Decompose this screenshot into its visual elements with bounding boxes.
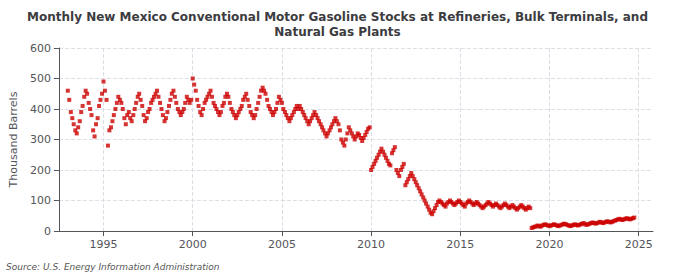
- svg-text:2000: 2000: [179, 238, 207, 251]
- svg-text:400: 400: [30, 103, 51, 116]
- svg-text:2005: 2005: [268, 238, 296, 251]
- svg-text:Natural Gas Plants: Natural Gas Plants: [274, 25, 400, 39]
- svg-text:2025: 2025: [625, 238, 653, 251]
- svg-text:500: 500: [30, 72, 51, 85]
- svg-text:600: 600: [30, 42, 51, 55]
- svg-text:2015: 2015: [446, 238, 474, 251]
- svg-text:200: 200: [30, 164, 51, 177]
- svg-text:0: 0: [44, 225, 51, 238]
- svg-text:Monthly New Mexico Conventiona: Monthly New Mexico Conventional Motor Ga…: [27, 10, 648, 24]
- svg-text:1995: 1995: [89, 238, 117, 251]
- svg-text:100: 100: [30, 194, 51, 207]
- svg-text:Source: U.S. Energy Informatio: Source: U.S. Energy Information Administ…: [6, 262, 220, 272]
- svg-text:2010: 2010: [357, 238, 385, 251]
- svg-text:2020: 2020: [536, 238, 564, 251]
- svg-text:300: 300: [30, 133, 51, 146]
- svg-text:Thousand Barrels: Thousand Barrels: [7, 91, 20, 188]
